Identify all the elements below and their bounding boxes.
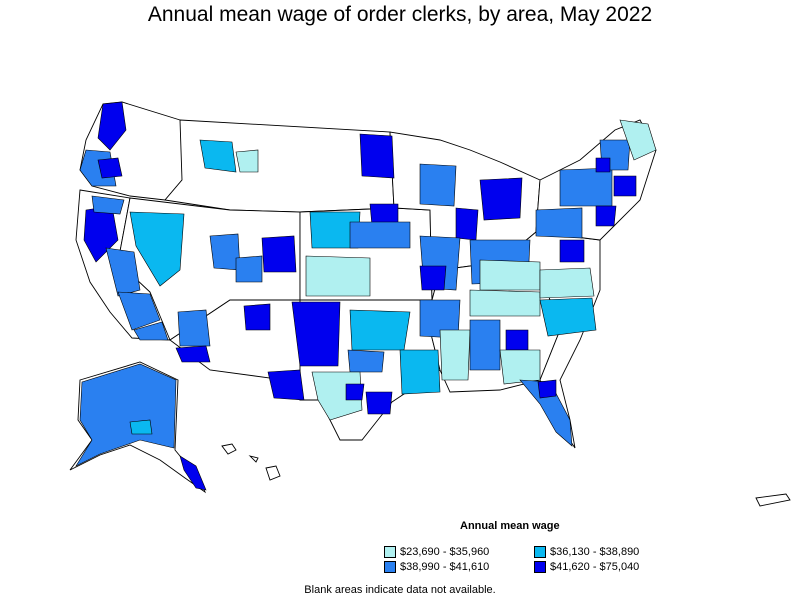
area-colorado-west [235, 255, 263, 283]
area-alaska-west [75, 363, 177, 467]
area-central-valley [105, 247, 141, 297]
area-vermont [595, 157, 611, 173]
legend-label-2: $36,130 - $38,890 [550, 546, 640, 559]
area-houston [365, 391, 393, 415]
data-note: Blank areas indicate data not available. [304, 584, 496, 596]
area-mississippi [439, 329, 471, 381]
area-nevada [129, 211, 185, 287]
area-new-york [559, 167, 613, 207]
area-kentucky [479, 259, 541, 291]
area-albuquerque [243, 303, 271, 331]
region-puerto-rico [755, 493, 791, 507]
area-virginia [539, 267, 595, 299]
area-louisiana [399, 349, 441, 395]
legend-label-1: $23,690 - $35,960 [400, 546, 490, 559]
legend-item-2: $36,130 - $38,890 [534, 546, 639, 560]
area-missouri [419, 265, 447, 291]
area-nyc [595, 205, 617, 227]
area-salt-lake [209, 233, 241, 271]
legend-label-3: $38,990 - $41,610 [400, 561, 490, 574]
legend-swatch-2 [534, 546, 546, 559]
legend-item-3: $38,990 - $41,610 [384, 561, 489, 575]
area-tucson [175, 345, 211, 363]
area-anchorage [129, 419, 153, 435]
area-boise [199, 139, 237, 173]
area-san-antonio [345, 383, 365, 401]
area-dc-baltimore [559, 239, 585, 263]
area-dallas [347, 349, 385, 373]
area-chicago [455, 207, 479, 241]
area-boston [613, 175, 637, 197]
area-san-diego [133, 321, 169, 341]
area-colorado-front [261, 235, 297, 273]
area-washington-west [97, 101, 127, 151]
region-hawaii [221, 443, 281, 481]
area-tennessee [469, 289, 541, 317]
area-michigan [479, 177, 523, 221]
area-new-mexico-east [291, 301, 341, 367]
area-fills [75, 101, 657, 491]
legend-label-4: $41,620 - $75,040 [550, 561, 640, 574]
region-mountain-north [164, 119, 395, 213]
area-phoenix [177, 309, 211, 347]
map-title: Annual mean wage of order clerks, by are… [147, 3, 653, 26]
area-oklahoma [349, 309, 411, 351]
legend-swatch-1 [384, 546, 396, 559]
area-jacksonville [537, 379, 557, 399]
area-alaska-southeast [179, 455, 207, 491]
area-los-angeles [117, 291, 161, 331]
area-portland [97, 157, 123, 179]
area-kansas [305, 255, 371, 297]
area-pennsylvania [535, 207, 583, 239]
area-maine [619, 119, 657, 161]
legend-item-1: $23,690 - $35,960 [384, 546, 489, 560]
area-iowa [349, 221, 411, 249]
area-el-paso [267, 369, 305, 401]
legend-swatch-4 [534, 561, 546, 574]
area-georgia [499, 349, 541, 385]
legend-title: Annual mean wage [460, 520, 560, 532]
area-alabama [469, 319, 501, 371]
area-sacramento [91, 195, 125, 215]
area-atlanta [505, 329, 529, 351]
area-carolinas [539, 297, 597, 337]
legend-swatch-3 [384, 561, 396, 574]
area-montana-east [235, 149, 259, 173]
legend-item-4: $41,620 - $75,040 [534, 561, 639, 575]
area-dakotas [359, 133, 395, 179]
area-wisconsin [419, 163, 457, 207]
